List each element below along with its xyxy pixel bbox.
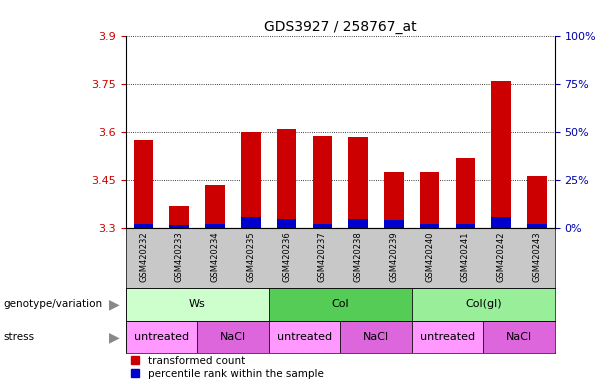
- Text: genotype/variation: genotype/variation: [3, 299, 102, 310]
- Text: GSM420241: GSM420241: [461, 232, 470, 282]
- Bar: [412, 288, 555, 321]
- Bar: [491, 81, 511, 228]
- Bar: [197, 321, 268, 353]
- Bar: [348, 219, 368, 228]
- Bar: [420, 172, 440, 228]
- Bar: [384, 172, 404, 228]
- Bar: [276, 219, 297, 228]
- Bar: [527, 176, 547, 228]
- Text: GSM420243: GSM420243: [532, 232, 541, 282]
- Text: NaCl: NaCl: [220, 332, 246, 342]
- Title: GDS3927 / 258767_at: GDS3927 / 258767_at: [264, 20, 416, 34]
- Bar: [134, 223, 153, 228]
- Text: untreated: untreated: [134, 332, 189, 342]
- Text: GSM420235: GSM420235: [246, 232, 256, 282]
- Bar: [313, 136, 332, 228]
- Legend: transformed count, percentile rank within the sample: transformed count, percentile rank withi…: [131, 356, 324, 379]
- Text: GSM420239: GSM420239: [389, 232, 398, 282]
- Bar: [169, 225, 189, 228]
- Text: GSM420236: GSM420236: [282, 232, 291, 282]
- Text: GSM420234: GSM420234: [210, 232, 219, 282]
- Text: untreated: untreated: [277, 332, 332, 342]
- Text: NaCl: NaCl: [363, 332, 389, 342]
- Bar: [205, 223, 225, 228]
- Text: GSM420232: GSM420232: [139, 232, 148, 282]
- Bar: [455, 223, 475, 228]
- Text: GSM420240: GSM420240: [425, 232, 434, 282]
- Bar: [455, 158, 475, 228]
- Bar: [241, 132, 261, 228]
- Bar: [313, 223, 332, 228]
- Bar: [527, 223, 547, 228]
- Bar: [384, 220, 404, 228]
- Text: ▶: ▶: [109, 297, 120, 311]
- Bar: [268, 288, 412, 321]
- Bar: [241, 217, 261, 228]
- Bar: [491, 217, 511, 228]
- Bar: [126, 288, 268, 321]
- Bar: [205, 185, 225, 228]
- Text: GSM420238: GSM420238: [354, 232, 363, 282]
- Text: GSM420242: GSM420242: [497, 232, 506, 282]
- Text: Col(gl): Col(gl): [465, 299, 501, 310]
- Bar: [340, 321, 412, 353]
- Bar: [134, 141, 153, 228]
- Text: untreated: untreated: [420, 332, 475, 342]
- Bar: [483, 321, 555, 353]
- Text: ▶: ▶: [109, 330, 120, 344]
- Bar: [268, 321, 340, 353]
- Text: GSM420237: GSM420237: [318, 232, 327, 282]
- Bar: [126, 321, 197, 353]
- Text: GSM420233: GSM420233: [175, 232, 184, 282]
- Bar: [420, 223, 440, 228]
- Bar: [412, 321, 483, 353]
- Bar: [169, 206, 189, 228]
- Text: NaCl: NaCl: [506, 332, 532, 342]
- Bar: [276, 129, 297, 228]
- Text: Col: Col: [332, 299, 349, 310]
- Bar: [348, 137, 368, 228]
- Text: stress: stress: [3, 332, 34, 342]
- Text: Ws: Ws: [189, 299, 205, 310]
